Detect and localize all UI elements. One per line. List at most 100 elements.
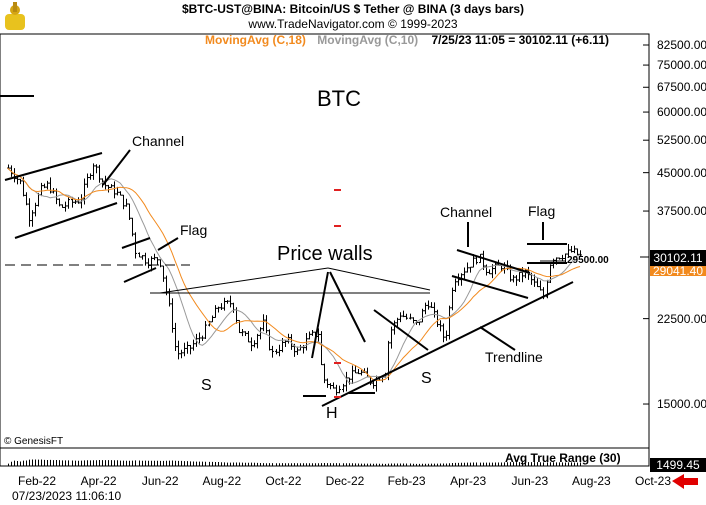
price-bar: [156, 257, 159, 266]
price-bar: [564, 253, 567, 263]
label-channel-1: Channel: [132, 133, 185, 149]
price-bar: [494, 262, 497, 275]
price-bar: [579, 250, 582, 257]
price-bar: [61, 204, 64, 208]
price-bar: [433, 302, 436, 318]
price-bar: [485, 264, 488, 276]
markers: [334, 189, 341, 398]
price-bar: [95, 164, 98, 174]
x-tick-label: Apr-22: [80, 474, 117, 488]
price-bar: [171, 298, 174, 333]
y-tick-label: 75000.00: [657, 58, 706, 73]
price-bar: [220, 303, 223, 311]
price-bar: [89, 173, 92, 180]
x-tick-label: Aug-23: [572, 474, 611, 488]
price-bar: [442, 323, 445, 343]
price-bar: [573, 245, 576, 254]
price-bar: [204, 320, 207, 340]
price-bar: [67, 197, 70, 209]
y-tick-label: 37500.00: [657, 204, 706, 219]
price-bar: [558, 257, 561, 260]
price-bar: [570, 246, 573, 253]
price-bar: [278, 344, 281, 357]
price-bar: [354, 365, 357, 374]
price-bar: [409, 313, 412, 320]
price-bar: [186, 341, 189, 354]
price-bar: [217, 306, 220, 313]
label-btc: BTC: [317, 86, 361, 111]
price-bar: [214, 305, 217, 318]
price-bar: [58, 198, 61, 207]
price-bar: [134, 232, 137, 259]
price-bar: [567, 244, 570, 257]
price-bar: [198, 332, 201, 344]
price-bar: [147, 258, 150, 269]
price-bar: [418, 321, 421, 326]
price-bar: [232, 302, 235, 313]
price-bar: [466, 262, 469, 273]
price-bar: [326, 378, 329, 388]
price-bar: [229, 295, 232, 308]
price-bar: [320, 331, 323, 366]
price-bar: [515, 275, 518, 286]
y-tick-label: 60000.00: [657, 105, 706, 120]
price-bar: [451, 287, 454, 311]
price-bar: [241, 329, 244, 337]
price-bar: [427, 300, 430, 310]
price-bar: [576, 248, 579, 256]
price-bar: [262, 314, 265, 332]
price-bar: [351, 365, 354, 385]
price-bar: [415, 319, 418, 325]
scroll-right-arrow-icon[interactable]: [672, 474, 698, 489]
x-tick-label: Aug-22: [202, 474, 242, 488]
label-left-shoulder: S: [201, 377, 212, 394]
price-bar: [390, 326, 393, 349]
label-flag-2: Flag: [528, 203, 556, 219]
ma10-line: [7, 167, 581, 384]
x-tick-label: Jun-22: [141, 474, 179, 488]
price-bar: [180, 349, 183, 359]
label-channel-2: Channel: [440, 204, 493, 220]
price-bar: [253, 340, 256, 348]
price-bar: [463, 267, 466, 279]
price-bar: [268, 329, 271, 351]
logo-icon: [5, 2, 25, 30]
price-bar: [445, 330, 448, 341]
timestamp: 07/23/2023 11:06:10: [12, 489, 122, 503]
price-bar: [311, 330, 314, 336]
price-bar: [284, 340, 287, 347]
price-bar: [265, 315, 268, 334]
price-bar: [43, 183, 46, 189]
price-bar: [430, 302, 433, 308]
legend-ma10[interactable]: MovingAvg (C,10): [317, 33, 419, 47]
price-bar: [421, 308, 424, 323]
legend-ma18[interactable]: MovingAvg (C,18): [205, 33, 306, 47]
price-bar: [177, 340, 180, 360]
price-bar: [153, 253, 156, 261]
x-tick-label: Apr-23: [450, 474, 487, 488]
price-bar: [247, 330, 250, 343]
copyright: © GenesisFT: [4, 436, 64, 447]
price-bar: [25, 192, 28, 206]
price-bar: [138, 252, 141, 258]
price-bar: [46, 180, 49, 190]
price-bar: [122, 194, 125, 210]
price-bar: [296, 346, 299, 355]
price-bar: [226, 300, 229, 304]
price-bar: [256, 333, 259, 349]
price-bar: [92, 163, 95, 180]
price-bar: [40, 182, 43, 197]
quote-readout: 7/25/23 11:05 = 30102.11 (+6.11): [431, 33, 610, 47]
price-bar: [162, 265, 165, 282]
chart-title: $BTC-UST@BINA: Bitcoin/US $ Tether @ BIN…: [181, 2, 525, 16]
price-bar: [144, 252, 147, 266]
y-tick-label: 45000.00: [657, 165, 706, 180]
price-bar: [275, 349, 278, 355]
price-bar: [211, 315, 214, 323]
price-bar: [7, 164, 10, 169]
price-bar: [183, 342, 186, 357]
label-head: H: [326, 405, 338, 422]
price-bar: [317, 328, 320, 342]
price-bar: [412, 317, 415, 324]
